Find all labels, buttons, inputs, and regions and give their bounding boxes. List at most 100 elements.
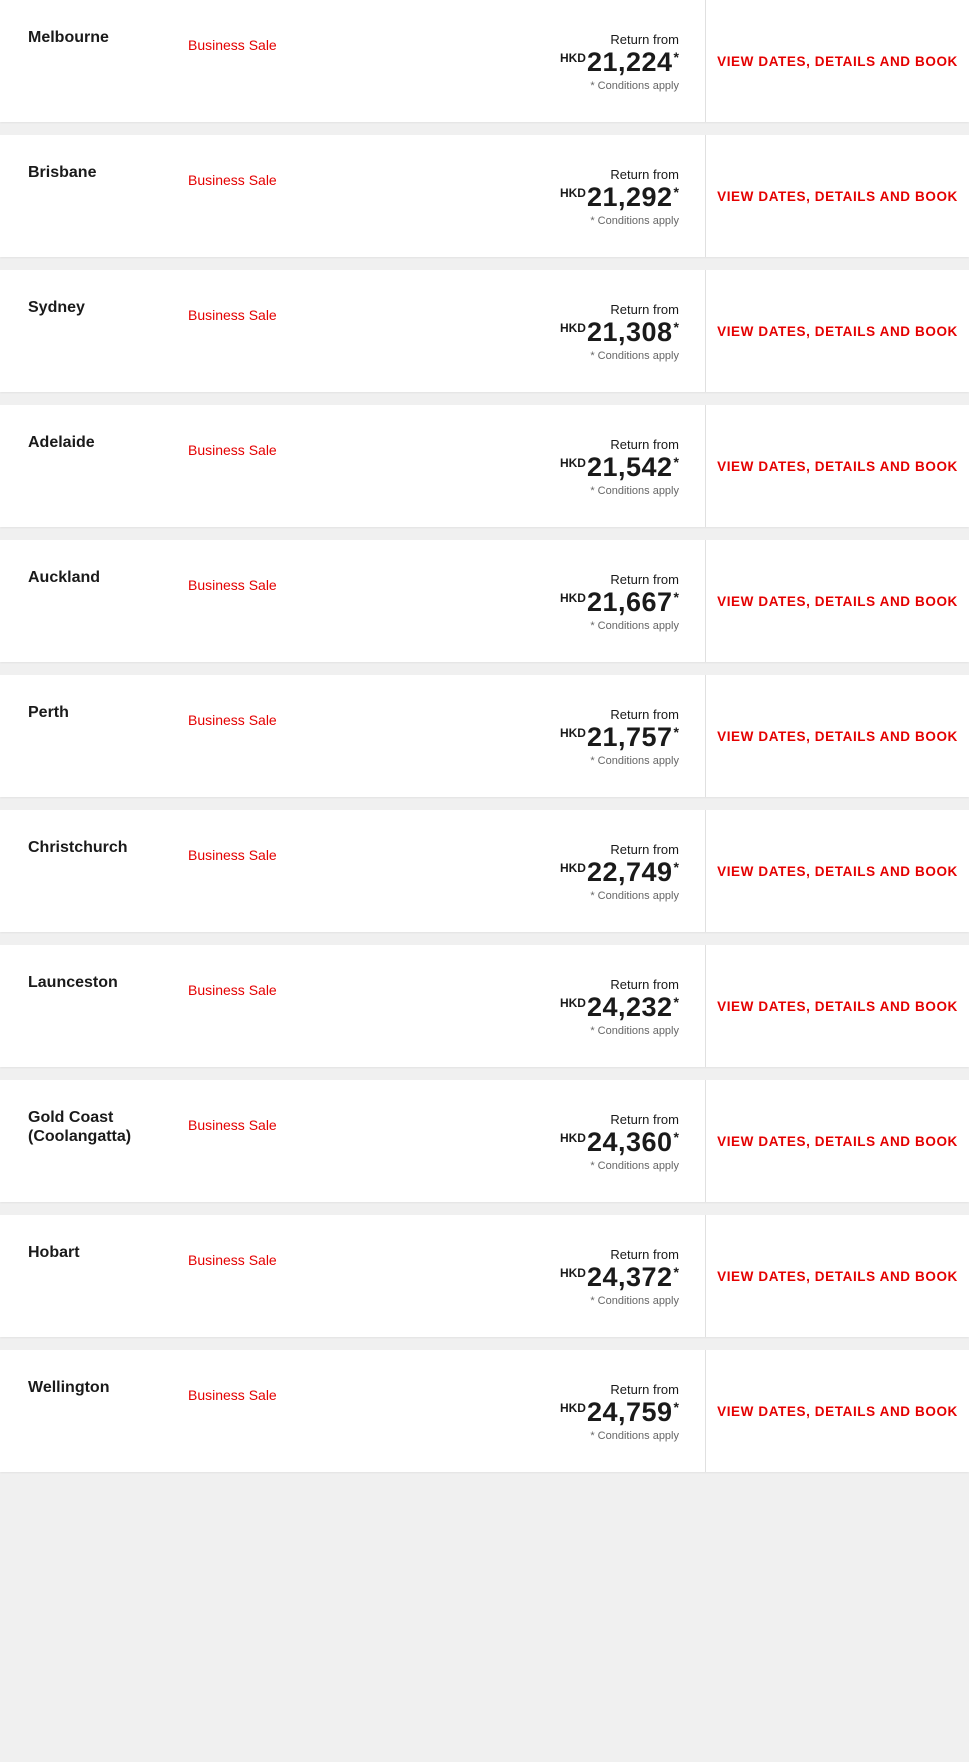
return-from-label: Return from <box>348 707 679 722</box>
price-line: HKD 24,372 * <box>348 1264 679 1291</box>
currency-label: HKD <box>560 591 586 605</box>
view-details-link[interactable]: VIEW DATES, DETAILS AND BOOK <box>717 729 958 744</box>
sale-cell: Business Sale <box>188 135 348 257</box>
action-cell: VIEW DATES, DETAILS AND BOOK <box>705 1350 969 1472</box>
sale-cell: Business Sale <box>188 810 348 932</box>
fare-row: Perth Business Sale Return from HKD 21,7… <box>0 675 969 797</box>
action-cell: VIEW DATES, DETAILS AND BOOK <box>705 135 969 257</box>
price-cell: Return from HKD 24,372 * * Conditions ap… <box>348 1215 705 1337</box>
destination-cell: Auckland <box>0 540 188 662</box>
view-details-link[interactable]: VIEW DATES, DETAILS AND BOOK <box>717 54 958 69</box>
sale-cell: Business Sale <box>188 675 348 797</box>
sale-cell: Business Sale <box>188 1215 348 1337</box>
action-cell: VIEW DATES, DETAILS AND BOOK <box>705 1080 969 1202</box>
destination-name: Adelaide <box>28 433 188 452</box>
sale-label: Business Sale <box>188 172 348 188</box>
sale-cell: Business Sale <box>188 1350 348 1472</box>
return-from-label: Return from <box>348 1382 679 1397</box>
destination-name: Hobart <box>28 1243 188 1262</box>
view-details-link[interactable]: VIEW DATES, DETAILS AND BOOK <box>717 1269 958 1284</box>
price-amount: 22,749 <box>587 859 673 886</box>
price-cell: Return from HKD 22,749 * * Conditions ap… <box>348 810 705 932</box>
price-line: HKD 24,232 * <box>348 994 679 1021</box>
price-cell: Return from HKD 24,232 * * Conditions ap… <box>348 945 705 1067</box>
action-cell: VIEW DATES, DETAILS AND BOOK <box>705 0 969 122</box>
sale-label: Business Sale <box>188 712 348 728</box>
conditions-label: * Conditions apply <box>348 1295 679 1307</box>
price-amount: 24,759 <box>587 1399 673 1426</box>
currency-label: HKD <box>560 456 586 470</box>
price-cell: Return from HKD 24,759 * * Conditions ap… <box>348 1350 705 1472</box>
price-amount: 21,667 <box>587 589 673 616</box>
price-line: HKD 21,224 * <box>348 49 679 76</box>
return-from-label: Return from <box>348 1112 679 1127</box>
destination-name: Launceston <box>28 973 188 992</box>
action-cell: VIEW DATES, DETAILS AND BOOK <box>705 1215 969 1337</box>
price-cell: Return from HKD 21,667 * * Conditions ap… <box>348 540 705 662</box>
sale-label: Business Sale <box>188 982 348 998</box>
price-asterisk: * <box>674 49 679 65</box>
view-details-link[interactable]: VIEW DATES, DETAILS AND BOOK <box>717 1134 958 1149</box>
price-cell: Return from HKD 21,757 * * Conditions ap… <box>348 675 705 797</box>
destination-cell: Perth <box>0 675 188 797</box>
price-asterisk: * <box>674 859 679 875</box>
view-details-link[interactable]: VIEW DATES, DETAILS AND BOOK <box>717 189 958 204</box>
conditions-label: * Conditions apply <box>348 215 679 227</box>
price-cell: Return from HKD 21,292 * * Conditions ap… <box>348 135 705 257</box>
currency-label: HKD <box>560 861 586 875</box>
price-line: HKD 24,759 * <box>348 1399 679 1426</box>
price-amount: 21,292 <box>587 184 673 211</box>
return-from-label: Return from <box>348 842 679 857</box>
conditions-label: * Conditions apply <box>348 1160 679 1172</box>
price-cell: Return from HKD 21,308 * * Conditions ap… <box>348 270 705 392</box>
price-asterisk: * <box>674 1129 679 1145</box>
return-from-label: Return from <box>348 167 679 182</box>
sale-cell: Business Sale <box>188 540 348 662</box>
fare-row: Gold Coast (Coolangatta) Business Sale R… <box>0 1080 969 1202</box>
view-details-link[interactable]: VIEW DATES, DETAILS AND BOOK <box>717 324 958 339</box>
fare-row: Auckland Business Sale Return from HKD 2… <box>0 540 969 662</box>
destination-cell: Melbourne <box>0 0 188 122</box>
currency-label: HKD <box>560 996 586 1010</box>
sale-label: Business Sale <box>188 37 348 53</box>
destination-cell: Hobart <box>0 1215 188 1337</box>
destination-cell: Wellington <box>0 1350 188 1472</box>
fare-row: Sydney Business Sale Return from HKD 21,… <box>0 270 969 392</box>
fare-row: Christchurch Business Sale Return from H… <box>0 810 969 932</box>
destination-cell: Sydney <box>0 270 188 392</box>
return-from-label: Return from <box>348 977 679 992</box>
fare-row: Adelaide Business Sale Return from HKD 2… <box>0 405 969 527</box>
price-amount: 24,372 <box>587 1264 673 1291</box>
sale-label: Business Sale <box>188 847 348 863</box>
price-amount: 21,308 <box>587 319 673 346</box>
sale-label: Business Sale <box>188 1252 348 1268</box>
fare-list: Melbourne Business Sale Return from HKD … <box>0 0 969 1472</box>
conditions-label: * Conditions apply <box>348 1430 679 1442</box>
price-asterisk: * <box>674 1399 679 1415</box>
price-amount: 24,232 <box>587 994 673 1021</box>
conditions-label: * Conditions apply <box>348 80 679 92</box>
fare-row: Melbourne Business Sale Return from HKD … <box>0 0 969 122</box>
return-from-label: Return from <box>348 32 679 47</box>
price-line: HKD 21,292 * <box>348 184 679 211</box>
action-cell: VIEW DATES, DETAILS AND BOOK <box>705 405 969 527</box>
view-details-link[interactable]: VIEW DATES, DETAILS AND BOOK <box>717 864 958 879</box>
destination-cell: Gold Coast (Coolangatta) <box>0 1080 188 1202</box>
conditions-label: * Conditions apply <box>348 1025 679 1037</box>
view-details-link[interactable]: VIEW DATES, DETAILS AND BOOK <box>717 1404 958 1419</box>
currency-label: HKD <box>560 1266 586 1280</box>
view-details-link[interactable]: VIEW DATES, DETAILS AND BOOK <box>717 999 958 1014</box>
price-asterisk: * <box>674 319 679 335</box>
fare-row: Wellington Business Sale Return from HKD… <box>0 1350 969 1472</box>
sale-label: Business Sale <box>188 577 348 593</box>
price-line: HKD 24,360 * <box>348 1129 679 1156</box>
currency-label: HKD <box>560 726 586 740</box>
sale-cell: Business Sale <box>188 405 348 527</box>
sale-cell: Business Sale <box>188 0 348 122</box>
destination-name: Brisbane <box>28 163 188 182</box>
view-details-link[interactable]: VIEW DATES, DETAILS AND BOOK <box>717 459 958 474</box>
price-line: HKD 22,749 * <box>348 859 679 886</box>
sale-label: Business Sale <box>188 307 348 323</box>
view-details-link[interactable]: VIEW DATES, DETAILS AND BOOK <box>717 594 958 609</box>
destination-name: Wellington <box>28 1378 188 1397</box>
